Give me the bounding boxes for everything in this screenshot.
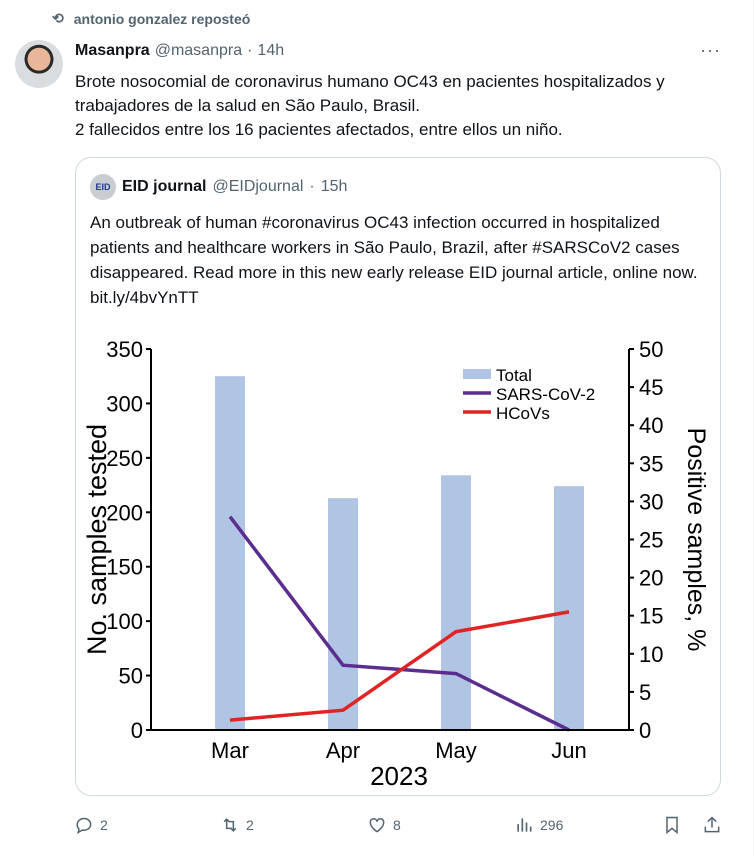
chart-image[interactable]: 0 50 100 150 200 250 300 350 0 5 10 15 20 25 30 35 40 45 5… <box>76 328 721 796</box>
legend-label: HCoVs <box>496 404 550 423</box>
y2-axis-label: Positive samples, % <box>682 428 710 652</box>
y2-tick-label: 45 <box>639 375 663 400</box>
views-icon <box>517 818 532 832</box>
y2-tick-label: 20 <box>639 566 663 591</box>
bar-mar <box>215 376 245 730</box>
line-hcovs <box>229 610 570 722</box>
y2-tick-label: 50 <box>639 337 663 362</box>
y2-tick-label: 35 <box>639 451 663 476</box>
tweet-text: Brote nosocomial de coronavirus humano O… <box>75 70 735 142</box>
y-tick-label: 0 <box>131 718 143 743</box>
like-count: 8 <box>393 817 401 833</box>
y-tick-label: 150 <box>106 555 143 580</box>
y-tick-label: 50 <box>119 664 143 689</box>
x-tick-label: Apr <box>326 738 360 763</box>
reply-icon <box>76 817 92 835</box>
y2-tick-label: 30 <box>639 489 663 514</box>
tweet-header: Masanpra @masanpra · 14h <box>75 42 284 60</box>
quote-header: EID EID journal @EIDjournal · 15h <box>90 174 347 200</box>
bookmark-button[interactable] <box>662 815 682 835</box>
view-count: 296 <box>540 817 564 833</box>
y2-tick-label: 25 <box>639 528 663 553</box>
share-button[interactable] <box>702 815 722 835</box>
tweet-line: 2 fallecidos entre los 16 pacientes afec… <box>75 120 563 139</box>
tweet-line: Brote nosocomial de coronavirus humano O… <box>75 72 665 115</box>
legend-swatch-total <box>463 369 491 379</box>
repost-count: 2 <box>246 817 254 833</box>
y-tick-label: 300 <box>106 391 143 416</box>
y-axis-label: No. samples tested <box>82 424 112 655</box>
bar-apr <box>328 498 358 730</box>
y2-tick-label: 5 <box>639 680 651 705</box>
y-tick-label: 350 <box>106 337 143 362</box>
y2-tick-label: 40 <box>639 413 663 438</box>
more-options-icon[interactable]: ··· <box>700 40 721 60</box>
repost-button[interactable]: 2 <box>220 815 254 835</box>
y2-tick-label: 15 <box>639 604 663 629</box>
bookmark-icon <box>666 816 678 835</box>
quote-avatar[interactable]: EID <box>90 174 116 200</box>
y2-tick-label: 10 <box>639 642 663 667</box>
line-sars-cov-2 <box>228 515 570 732</box>
quote-timestamp[interactable]: 15h <box>320 178 348 195</box>
repost-label: antonio gonzalez reposteó <box>73 10 251 27</box>
legend-label: Total <box>496 366 532 385</box>
like-button[interactable]: 8 <box>367 815 401 835</box>
repost-icon: ⟲ <box>52 10 64 26</box>
action-bar: 2 2 8 296 <box>0 815 753 839</box>
separator: · <box>247 42 253 59</box>
quoted-tweet[interactable]: EID EID journal @EIDjournal · 15h An out… <box>75 157 721 796</box>
separator: · <box>309 178 315 195</box>
share-icon <box>704 816 720 833</box>
avatar[interactable] <box>15 40 63 88</box>
x-tick-label: Jun <box>551 738 586 763</box>
quote-author-name[interactable]: EID journal <box>122 178 207 195</box>
bar-may <box>441 475 471 730</box>
repost-icon <box>223 818 237 832</box>
y-tick-label: 250 <box>106 446 143 471</box>
quote-author-handle[interactable]: @EIDjournal <box>212 178 304 195</box>
x-tick-label: Mar <box>211 738 249 763</box>
views-button[interactable]: 296 <box>514 815 563 835</box>
bar-jun <box>554 486 584 730</box>
legend-label: SARS-CoV-2 <box>496 385 595 404</box>
y-tick-label: 100 <box>106 609 143 634</box>
y-tick-label: 200 <box>106 500 143 525</box>
author-handle[interactable]: @masanpra <box>154 42 243 59</box>
quote-text: An outbreak of human #coronavirus OC43 i… <box>90 213 698 307</box>
reply-button[interactable]: 2 <box>74 815 108 835</box>
heart-icon <box>369 817 385 833</box>
x-tick-label: May <box>435 738 477 763</box>
reply-count: 2 <box>100 817 108 833</box>
timestamp[interactable]: 14h <box>257 42 285 59</box>
author-name[interactable]: Masanpra <box>75 42 150 59</box>
repost-indicator[interactable]: ⟲ antonio gonzalez reposteó <box>52 10 250 27</box>
x-axis-label: 2023 <box>370 761 428 791</box>
y2-tick-label: 0 <box>639 718 651 743</box>
